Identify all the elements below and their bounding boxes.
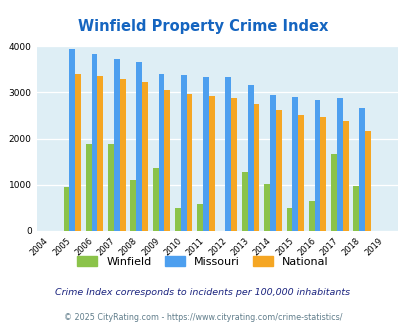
- Bar: [320, 117, 326, 231]
- Bar: [92, 53, 97, 231]
- Bar: [364, 130, 370, 231]
- Bar: [247, 85, 253, 231]
- Bar: [63, 187, 69, 231]
- Bar: [241, 172, 247, 231]
- Bar: [142, 82, 147, 231]
- Bar: [85, 144, 92, 231]
- Bar: [69, 49, 75, 231]
- Bar: [197, 204, 202, 231]
- Bar: [225, 77, 231, 231]
- Bar: [269, 95, 275, 231]
- Bar: [152, 168, 158, 231]
- Text: © 2025 CityRating.com - https://www.cityrating.com/crime-statistics/: © 2025 CityRating.com - https://www.city…: [64, 313, 341, 322]
- Bar: [330, 154, 336, 231]
- Bar: [314, 100, 320, 231]
- Bar: [264, 184, 269, 231]
- Bar: [253, 104, 259, 231]
- Bar: [186, 94, 192, 231]
- Bar: [342, 121, 348, 231]
- Bar: [292, 97, 297, 231]
- Bar: [114, 59, 119, 231]
- Bar: [175, 208, 180, 231]
- Bar: [308, 201, 314, 231]
- Bar: [209, 96, 214, 231]
- Bar: [136, 62, 142, 231]
- Bar: [119, 80, 125, 231]
- Legend: Winfield, Missouri, National: Winfield, Missouri, National: [73, 251, 332, 271]
- Bar: [75, 74, 81, 231]
- Bar: [297, 115, 303, 231]
- Bar: [336, 98, 342, 231]
- Text: Crime Index corresponds to incidents per 100,000 inhabitants: Crime Index corresponds to incidents per…: [55, 287, 350, 297]
- Bar: [275, 110, 281, 231]
- Bar: [231, 98, 237, 231]
- Bar: [158, 74, 164, 231]
- Bar: [164, 90, 170, 231]
- Text: Winfield Property Crime Index: Winfield Property Crime Index: [78, 19, 327, 34]
- Bar: [108, 144, 114, 231]
- Bar: [97, 76, 103, 231]
- Bar: [353, 186, 358, 231]
- Bar: [202, 77, 209, 231]
- Bar: [358, 108, 364, 231]
- Bar: [286, 208, 292, 231]
- Bar: [130, 180, 136, 231]
- Bar: [180, 75, 186, 231]
